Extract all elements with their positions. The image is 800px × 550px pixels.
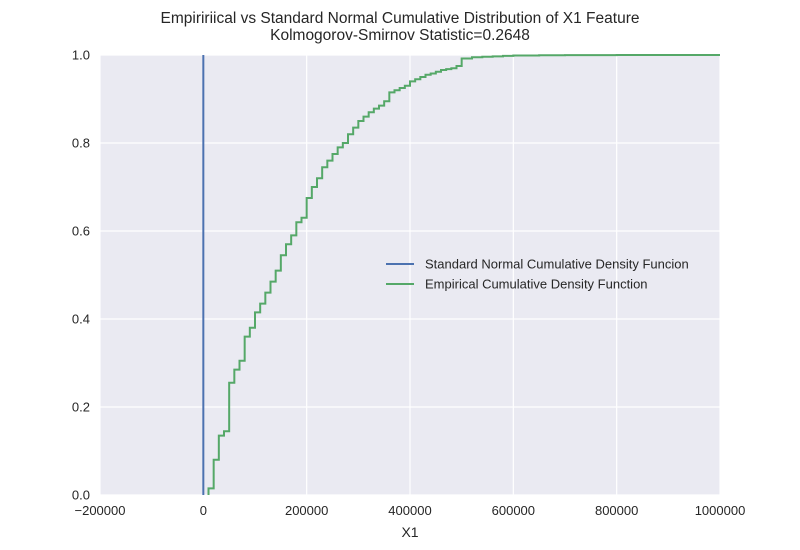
y-tick-label: 0.0 — [72, 488, 90, 503]
x-tick-label: 400000 — [388, 503, 431, 518]
y-tick-label: 0.6 — [72, 224, 90, 239]
empirical-cdf-line — [207, 54, 720, 495]
x-tick-label: 800000 — [595, 503, 638, 518]
tick-labels: −200000 0 200000 400000 600000 800000 1000000 0… — [72, 48, 745, 519]
legend: Standard Normal Cumulative Density Funci… — [386, 257, 689, 292]
legend-label: Standard Normal Cumulative Density Funci… — [425, 257, 689, 272]
x-tick-label: −200000 — [75, 503, 126, 518]
chart-subtitle: Kolmogorov-Smirnov Statistic=0.2648 — [270, 27, 530, 44]
x-tick-label: 1000000 — [695, 503, 746, 518]
legend-label: Empirical Cumulative Density Function — [425, 277, 648, 292]
series-lines — [202, 54, 720, 495]
x-tick-label: 600000 — [492, 503, 535, 518]
y-tick-label: 0.8 — [72, 136, 90, 151]
x-axis-label: X1 — [401, 524, 418, 540]
y-tick-label: 1.0 — [72, 48, 90, 63]
x-tick-label: 200000 — [285, 503, 328, 518]
chart-title: Empiririical vs Standard Normal Cumulati… — [161, 10, 640, 27]
y-tick-label: 0.4 — [72, 312, 90, 327]
y-tick-label: 0.2 — [72, 400, 90, 415]
x-tick-label: 0 — [200, 503, 207, 518]
